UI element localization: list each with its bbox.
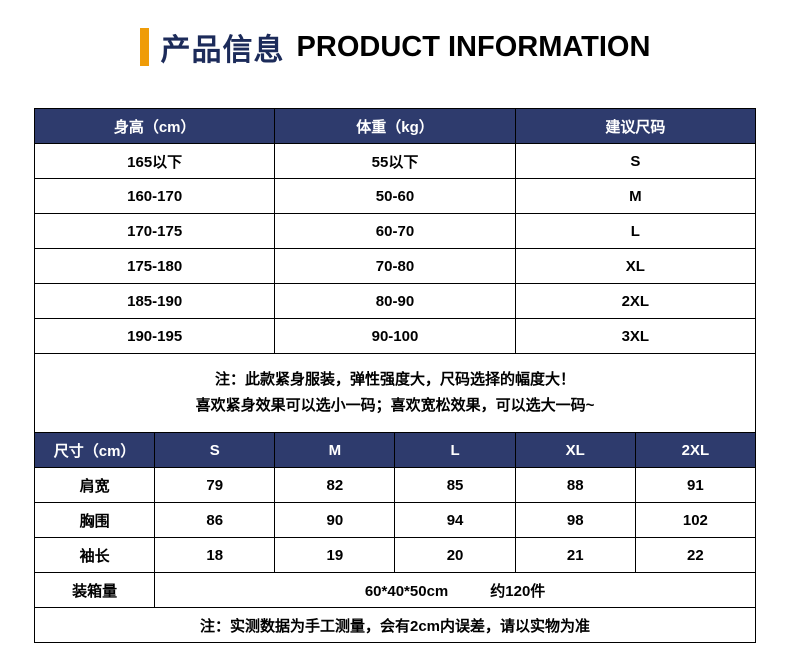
measurement-table: 尺寸（cm） S M L XL 2XL 肩宽 79 82 85 88 91 xyxy=(33,432,757,643)
table-row: 165以下 55以下 S xyxy=(33,143,757,179)
table-row: 170-175 60-70 L xyxy=(33,213,757,249)
table-row: 160-170 50-60 M xyxy=(33,178,757,214)
table-row: 175-180 70-80 XL xyxy=(33,248,757,284)
measure-table-note-row: 注：实测数据为手工测量，会有2cm内误差，请以实物为准 xyxy=(34,607,756,643)
size-note-line2: 喜欢紧身效果可以选小一码；喜欢宽松效果，可以选大一码~ xyxy=(195,397,595,414)
table-row: 胸围 86 90 94 98 102 xyxy=(33,502,757,538)
size-table-header-row: 身高（cm） 体重（kg） 建议尺码 xyxy=(33,108,757,144)
dimension-label: 肩宽 xyxy=(33,467,156,503)
measure-cell: 18 xyxy=(154,537,276,573)
column-header-size-s: S xyxy=(154,432,276,468)
table-row: 肩宽 79 82 85 88 91 xyxy=(33,467,757,503)
dimension-label: 袖长 xyxy=(33,537,156,573)
size-cell: XL xyxy=(514,248,757,284)
size-cell: 2XL xyxy=(514,283,757,319)
column-header-suggested-size: 建议尺码 xyxy=(514,108,757,144)
height-cell: 165以下 xyxy=(33,143,276,179)
height-cell: 190-195 xyxy=(33,318,276,354)
packing-row: 装箱量 60*40*50cm 约120件 xyxy=(33,572,756,608)
page-title: 产品信息 PRODUCT INFORMATION xyxy=(0,24,790,70)
column-header-weight: 体重（kg） xyxy=(274,108,516,144)
size-cell: M xyxy=(514,178,757,214)
size-note-cell: 注：此款紧身服装，弹性强度大，尺码选择的幅度大！ 喜欢紧身效果可以选小一码；喜欢… xyxy=(34,353,756,433)
weight-cell: 55以下 xyxy=(274,143,516,179)
column-header-size-xl: XL xyxy=(514,432,636,468)
table-row: 190-195 90-100 3XL xyxy=(33,318,757,354)
measure-cell: 88 xyxy=(514,467,636,503)
page-title-zh: 产品信息 xyxy=(160,34,285,67)
weight-cell: 50-60 xyxy=(274,178,516,214)
height-cell: 185-190 xyxy=(33,283,276,319)
size-cell: S xyxy=(514,143,757,179)
measure-cell: 90 xyxy=(274,502,396,538)
measure-cell: 82 xyxy=(274,467,396,503)
packing-label: 装箱量 xyxy=(33,572,156,608)
measure-table-header-row: 尺寸（cm） S M L XL 2XL xyxy=(33,432,757,468)
size-table-note-row: 注：此款紧身服装，弹性强度大，尺码选择的幅度大！ 喜欢紧身效果可以选小一码；喜欢… xyxy=(34,353,756,433)
accent-bar-icon xyxy=(139,28,149,66)
height-cell: 170-175 xyxy=(33,213,276,249)
height-cell: 175-180 xyxy=(33,248,276,284)
height-cell: 160-170 xyxy=(33,178,276,214)
measure-cell: 86 xyxy=(154,502,276,538)
measure-cell: 21 xyxy=(514,537,636,573)
packing-quantity: 约120件 xyxy=(490,582,546,600)
packing-info-cell: 60*40*50cm 约120件 xyxy=(154,572,756,608)
column-header-size-l: L xyxy=(394,432,516,468)
weight-cell: 60-70 xyxy=(274,213,516,249)
column-header-dimension: 尺寸（cm） xyxy=(33,432,156,468)
measure-cell: 79 xyxy=(154,467,276,503)
measure-cell: 85 xyxy=(394,467,516,503)
column-header-size-2xl: 2XL xyxy=(634,432,757,468)
measure-cell: 94 xyxy=(394,502,516,538)
size-note-line1: 注：此款紧身服装，弹性强度大，尺码选择的幅度大！ xyxy=(214,371,575,388)
size-recommendation-table: 身高（cm） 体重（kg） 建议尺码 165以下 55以下 S 160-170 … xyxy=(33,108,757,433)
column-header-height: 身高（cm） xyxy=(33,108,276,144)
page-title-en: PRODUCT INFORMATION xyxy=(296,30,651,63)
weight-cell: 70-80 xyxy=(274,248,516,284)
table-row: 185-190 80-90 2XL xyxy=(33,283,757,319)
dimension-label: 胸围 xyxy=(33,502,156,538)
measurement-note-cell: 注：实测数据为手工测量，会有2cm内误差，请以实物为准 xyxy=(34,607,756,643)
measure-cell: 102 xyxy=(634,502,757,538)
measure-cell: 20 xyxy=(394,537,516,573)
weight-cell: 80-90 xyxy=(274,283,516,319)
measure-cell: 22 xyxy=(634,537,757,573)
table-row: 袖长 18 19 20 21 22 xyxy=(33,537,757,573)
measure-cell: 91 xyxy=(634,467,757,503)
size-cell: 3XL xyxy=(514,318,757,354)
measure-cell: 98 xyxy=(514,502,636,538)
tables-container: 身高（cm） 体重（kg） 建议尺码 165以下 55以下 S 160-170 … xyxy=(33,108,757,643)
measure-cell: 19 xyxy=(274,537,396,573)
weight-cell: 90-100 xyxy=(274,318,516,354)
packing-size-value: 60*40*50cm xyxy=(364,582,449,600)
column-header-size-m: M xyxy=(274,432,396,468)
size-cell: L xyxy=(514,213,757,249)
